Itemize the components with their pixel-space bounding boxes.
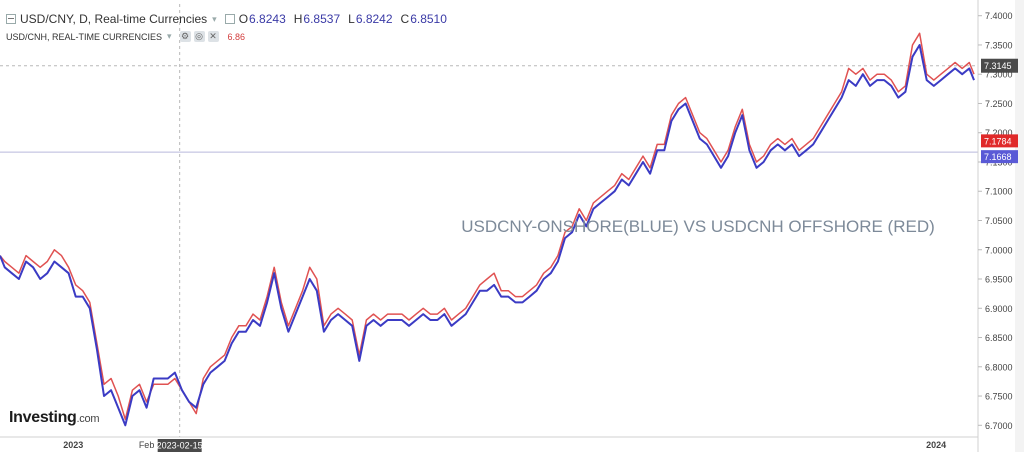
y-tick-label: 7.2500	[985, 99, 1013, 109]
y-tick-label: 6.9000	[985, 304, 1013, 314]
high-label: H	[293, 12, 303, 26]
last-price-box-0	[981, 134, 1018, 148]
x-tick-label: 2024	[926, 440, 946, 450]
y-tick-label: 7.1000	[985, 187, 1013, 197]
y-tick-label: 7.4000	[985, 11, 1013, 21]
last-price-box-1	[981, 150, 1018, 164]
settings-icon[interactable]	[224, 14, 235, 24]
logo-domain: .com	[76, 413, 100, 425]
scrollbar	[1015, 0, 1024, 452]
compare-dropdown-icon[interactable]: ▾	[167, 31, 172, 41]
x-tick-label: 2023	[63, 440, 83, 450]
dropdown-icon[interactable]: ▾	[212, 13, 217, 24]
y-tick-label: 6.8500	[985, 333, 1013, 343]
compare-value: 6.86	[227, 31, 246, 42]
plot-area[interactable]	[0, 4, 978, 437]
investing-logo: Investing.com	[9, 409, 99, 427]
y-tick-label: 7.3500	[985, 40, 1013, 50]
logo-text: Investing	[9, 409, 77, 426]
y-tick-label: 6.9500	[985, 275, 1013, 285]
x-tick-label: Feb	[139, 440, 155, 450]
low-value: 6.8242	[355, 12, 393, 26]
y-tick-label: 7.0500	[985, 216, 1013, 226]
y-tick-label: 7.2000	[985, 128, 1013, 138]
crosshair-price-label: 7.3145	[984, 61, 1012, 71]
main-series-title: USD/CNY, D, Real-time Currencies	[20, 12, 208, 26]
compare-series-legend: USD/CNH, REAL-TIME CURRENCIES ▾ ⚙ ◎ ✕ 6.…	[6, 31, 245, 42]
main-series-legend: USD/CNY, D, Real-time Currencies ▾ O 6.82…	[6, 12, 455, 26]
last-price-label: 7.1784	[984, 136, 1012, 146]
open-label: O	[238, 12, 249, 26]
compare-series-title: USD/CNH, REAL-TIME CURRENCIES	[6, 31, 163, 42]
crosshair-price-box	[981, 58, 1018, 73]
crosshair-date-label: 2023-02-15	[157, 441, 203, 451]
y-tick-label: 7.0000	[985, 245, 1013, 255]
y-tick-label: 7.3000	[985, 70, 1013, 80]
low-label: L	[348, 12, 355, 26]
y-tick-label: 6.7500	[985, 392, 1013, 402]
close-label: C	[400, 12, 410, 26]
y-tick-label: 6.8000	[985, 362, 1013, 372]
settings-icon[interactable]: ⚙	[179, 31, 191, 42]
close-icon[interactable]: ✕	[207, 31, 219, 42]
collapse-icon[interactable]	[6, 14, 16, 24]
open-value: 6.8243	[249, 12, 286, 26]
high-value: 6.8537	[303, 12, 341, 26]
chart-annotation: USDCNY-ONSHORE(BLUE) VS USDCNH OFFSHORE …	[461, 217, 935, 236]
close-value: 6.8510	[410, 12, 447, 26]
hide-icon[interactable]: ◎	[193, 31, 205, 42]
y-tick-label: 6.7000	[985, 421, 1013, 431]
crosshair-date-box	[157, 439, 202, 452]
last-price-label: 7.1668	[984, 152, 1012, 162]
series-line-usd-cnh	[0, 32, 975, 421]
series-line-usd-cny	[0, 44, 975, 427]
